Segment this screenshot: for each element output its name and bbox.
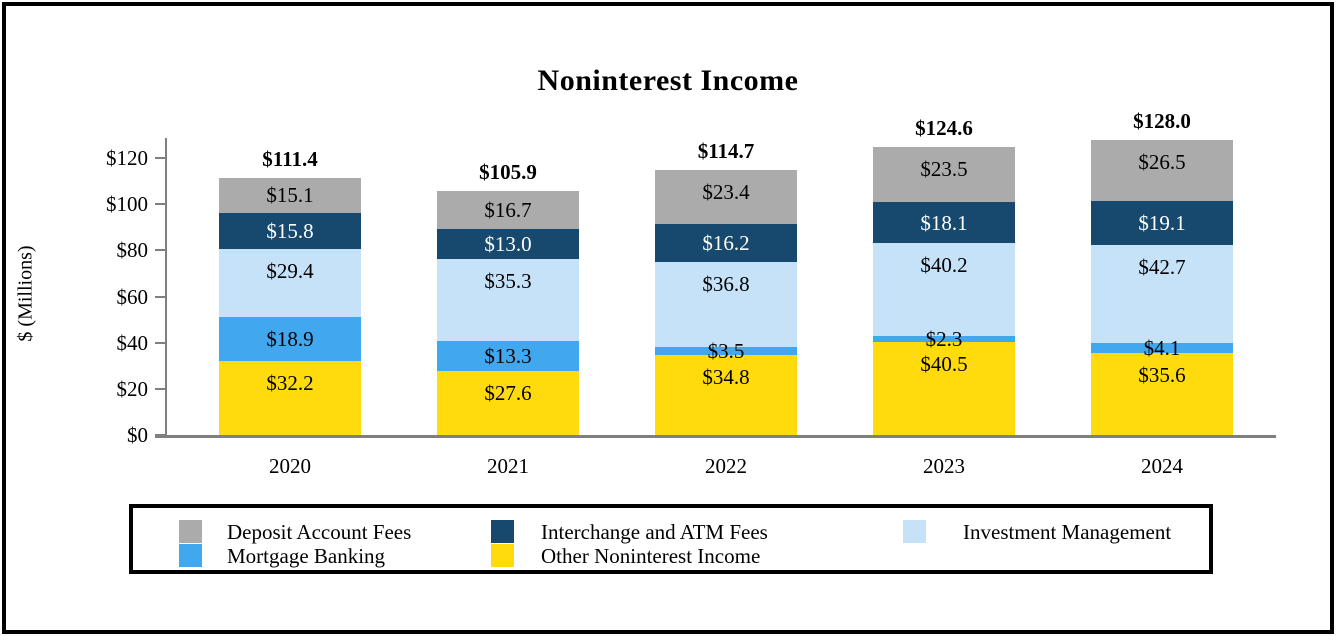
bar-segment (437, 259, 579, 341)
legend-swatch (179, 544, 202, 567)
legend-label: Deposit Account Fees (227, 520, 412, 544)
bar-segment (1091, 343, 1233, 353)
segment-value-label: $19.1 (1138, 210, 1186, 235)
bar-segment (873, 201, 1015, 244)
segment-value-label: $35.6 (1138, 362, 1186, 387)
x-category-label: 2022 (705, 454, 747, 478)
segment-value-label: $16.2 (702, 230, 750, 255)
y-tick-mark (155, 157, 165, 159)
bar-segment (655, 224, 797, 262)
segment-value-label: $13.3 (484, 343, 532, 368)
legend-label: Mortgage Banking (227, 544, 386, 568)
segment-value-label: $35.3 (484, 269, 532, 294)
segment-value-label: $29.4 (266, 259, 314, 284)
y-tick-mark (155, 341, 165, 344)
y-tick-mark (155, 203, 165, 206)
bar-segment (655, 261, 797, 347)
segment-value-label: $40.2 (920, 253, 968, 278)
segment-value-label: $26.5 (1138, 149, 1186, 174)
y-axis-title: $ (Millions) (14, 245, 37, 342)
segment-value-label: $34.8 (702, 364, 750, 389)
segment-value-label: $3.5 (707, 338, 745, 363)
segment-value-label: $23.4 (702, 180, 750, 205)
segment-value-label: $13.0 (484, 232, 532, 257)
bar-total-label: $111.4 (262, 146, 318, 171)
segment-value-label: $36.8 (702, 271, 750, 296)
segment-value-label: $18.9 (266, 326, 314, 351)
y-tick-label: $100 (106, 192, 148, 217)
y-tick-label: $0 (127, 423, 148, 447)
x-category-label: 2023 (923, 454, 965, 478)
y-tick-label: $40 (116, 330, 149, 355)
segment-value-label: $2.3 (925, 326, 963, 351)
bar-segment (219, 212, 361, 250)
segment-value-label: $23.5 (920, 157, 968, 182)
legend-label: Other Noninterest Income (541, 544, 761, 568)
y-tick-mark (155, 295, 165, 298)
segment-value-label: $4.1 (1143, 336, 1181, 361)
bar-segment (437, 229, 579, 260)
bar-segment (1091, 200, 1233, 245)
segment-value-label: $15.8 (266, 218, 314, 243)
y-tick-mark (155, 387, 165, 390)
bar-segment (1091, 352, 1233, 435)
segment-value-label: $27.6 (484, 381, 532, 406)
segment-value-label: $18.1 (920, 210, 968, 235)
segment-value-label: $15.1 (266, 183, 314, 208)
bar-segment (1091, 139, 1233, 201)
chart-title: Noninterest Income (537, 64, 799, 97)
y-axis-line (165, 138, 167, 437)
bar-total-label: $114.7 (697, 139, 755, 164)
x-axis-line (155, 435, 1276, 438)
bar-segment (219, 317, 361, 361)
bar-segment (655, 346, 797, 355)
bar-segment (1091, 244, 1233, 344)
x-category-label: 2021 (487, 454, 529, 478)
bar-total-label: $128.0 (1133, 108, 1191, 133)
legend: Deposit Account Fees Mortgage Banking Inte… (129, 504, 1213, 574)
y-tick-mark (155, 249, 165, 252)
segment-value-label: $32.2 (266, 370, 314, 395)
bar-segment (873, 147, 1015, 202)
bar-segment (655, 354, 797, 435)
bar-segment (437, 340, 579, 372)
y-tick-label: $80 (116, 238, 149, 263)
bar-segment (873, 341, 1015, 435)
bar-segment (219, 360, 361, 435)
segment-value-label: $16.7 (484, 197, 532, 222)
bar-segment (437, 371, 579, 435)
bar-segment (655, 170, 797, 225)
legend-swatch (179, 520, 202, 543)
legend-label: Interchange and ATM Fees (541, 520, 768, 544)
legend-label: Investment Management (963, 520, 1172, 544)
bar-segment (873, 336, 1015, 342)
bar-segment (437, 190, 579, 230)
y-tick-label: $20 (116, 376, 149, 401)
x-category-label: 2024 (1141, 454, 1183, 478)
segment-value-label: $42.7 (1138, 254, 1186, 279)
bar-segment (219, 249, 361, 318)
y-tick-label: $120 (106, 146, 148, 170)
segment-value-label: $40.5 (920, 351, 968, 376)
legend-swatch (903, 520, 926, 543)
bar-total-label: $124.6 (915, 116, 973, 141)
x-category-label: 2020 (269, 454, 311, 478)
y-tick-label: $60 (116, 284, 149, 309)
legend-swatch (491, 544, 514, 567)
bar-segment (219, 177, 361, 213)
bar-segment (873, 243, 1015, 337)
bar-total-label: $105.9 (479, 159, 537, 184)
legend-swatch (491, 520, 514, 543)
